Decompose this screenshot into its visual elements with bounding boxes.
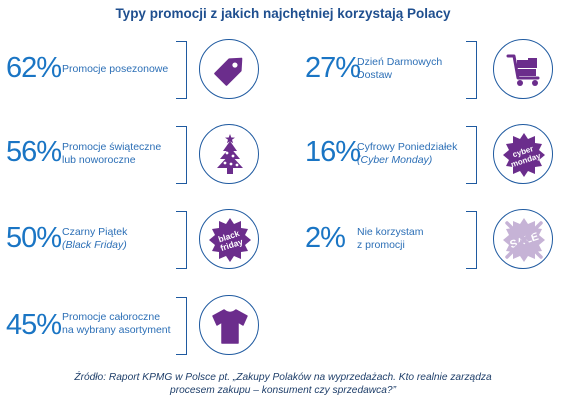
icon-circle xyxy=(199,124,259,184)
stat-label-line1: Promocje całoroczne xyxy=(62,311,161,323)
stat-percent: 27% xyxy=(305,52,361,84)
footnote-line1: Źródło: Raport KPMG w Polsce pt. „Zakupy… xyxy=(74,372,492,383)
icon-circle: cyber monday xyxy=(493,124,553,184)
stat-label: Promocje świąteczne lub noworoczne xyxy=(62,141,161,167)
stat-label-line1: Nie korzystam xyxy=(357,226,424,238)
price-tag-icon xyxy=(214,57,243,86)
black-friday-badge-icon: black friday xyxy=(209,218,251,262)
stat-label-line1: Promocje posezonowe xyxy=(62,63,169,75)
icon-circle xyxy=(493,39,553,99)
bracket xyxy=(466,41,477,99)
stat-label-line2: lub noworoczne xyxy=(62,154,136,166)
bracket xyxy=(176,126,187,184)
stat-label-line2: Dostaw xyxy=(357,69,393,81)
stat-label-line1: Dzień Darmowych xyxy=(357,56,443,68)
icon-circle: black friday xyxy=(199,209,259,269)
stat-label: Nie korzystam z promocji xyxy=(357,226,424,252)
source-footnote: Źródło: Raport KPMG w Polsce pt. „Zakupy… xyxy=(0,371,566,397)
icon-circle: SALE xyxy=(493,209,553,269)
stat-percent: 50% xyxy=(6,222,62,254)
stat-percent: 62% xyxy=(6,52,62,84)
christmas-tree-icon xyxy=(217,134,243,174)
stat-label: Czarny Piątek (Black Friday) xyxy=(62,226,127,252)
footnote-line2: procesem zakupu – konsument czy sprzedaw… xyxy=(170,385,396,396)
stat-label-line2: na wybrany asortyment xyxy=(62,324,171,336)
stat-label-line1: Promocje świąteczne xyxy=(62,141,162,153)
stat-label: Promocje posezonowe xyxy=(62,63,168,76)
hand-truck-icon xyxy=(506,54,540,86)
stat-label: Promocje całoroczne na wybrany asortymen… xyxy=(62,311,171,337)
stat-label-line2: (Cyber Monday) xyxy=(357,154,433,166)
stat-percent: 2% xyxy=(305,222,346,254)
stat-label: Dzień Darmowych Dostaw xyxy=(357,56,442,82)
stat-percent: 16% xyxy=(305,136,361,168)
bracket xyxy=(466,211,477,269)
stat-label-line2: z promocji xyxy=(357,239,405,251)
tshirt-icon xyxy=(212,309,248,344)
bracket xyxy=(176,41,187,99)
cyber-monday-badge-icon: cyber monday xyxy=(503,133,545,177)
bracket xyxy=(466,126,477,184)
icon-circle xyxy=(199,39,259,99)
infographic-title: Typy promocji z jakich najchętniej korzy… xyxy=(115,6,451,21)
stat-label-line1: Czarny Piątek xyxy=(62,226,128,238)
stat-label-line2: (Black Friday) xyxy=(62,239,127,251)
icon-circle xyxy=(199,295,259,355)
stat-label-line1: Cyfrowy Poniedziałek xyxy=(357,141,458,153)
stat-label: Cyfrowy Poniedziałek (Cyber Monday) xyxy=(357,141,457,167)
bracket xyxy=(176,297,187,355)
stat-percent: 56% xyxy=(6,136,62,168)
stat-percent: 45% xyxy=(6,309,62,341)
bracket xyxy=(176,211,187,269)
crossed-sale-icon: SALE xyxy=(503,218,545,262)
